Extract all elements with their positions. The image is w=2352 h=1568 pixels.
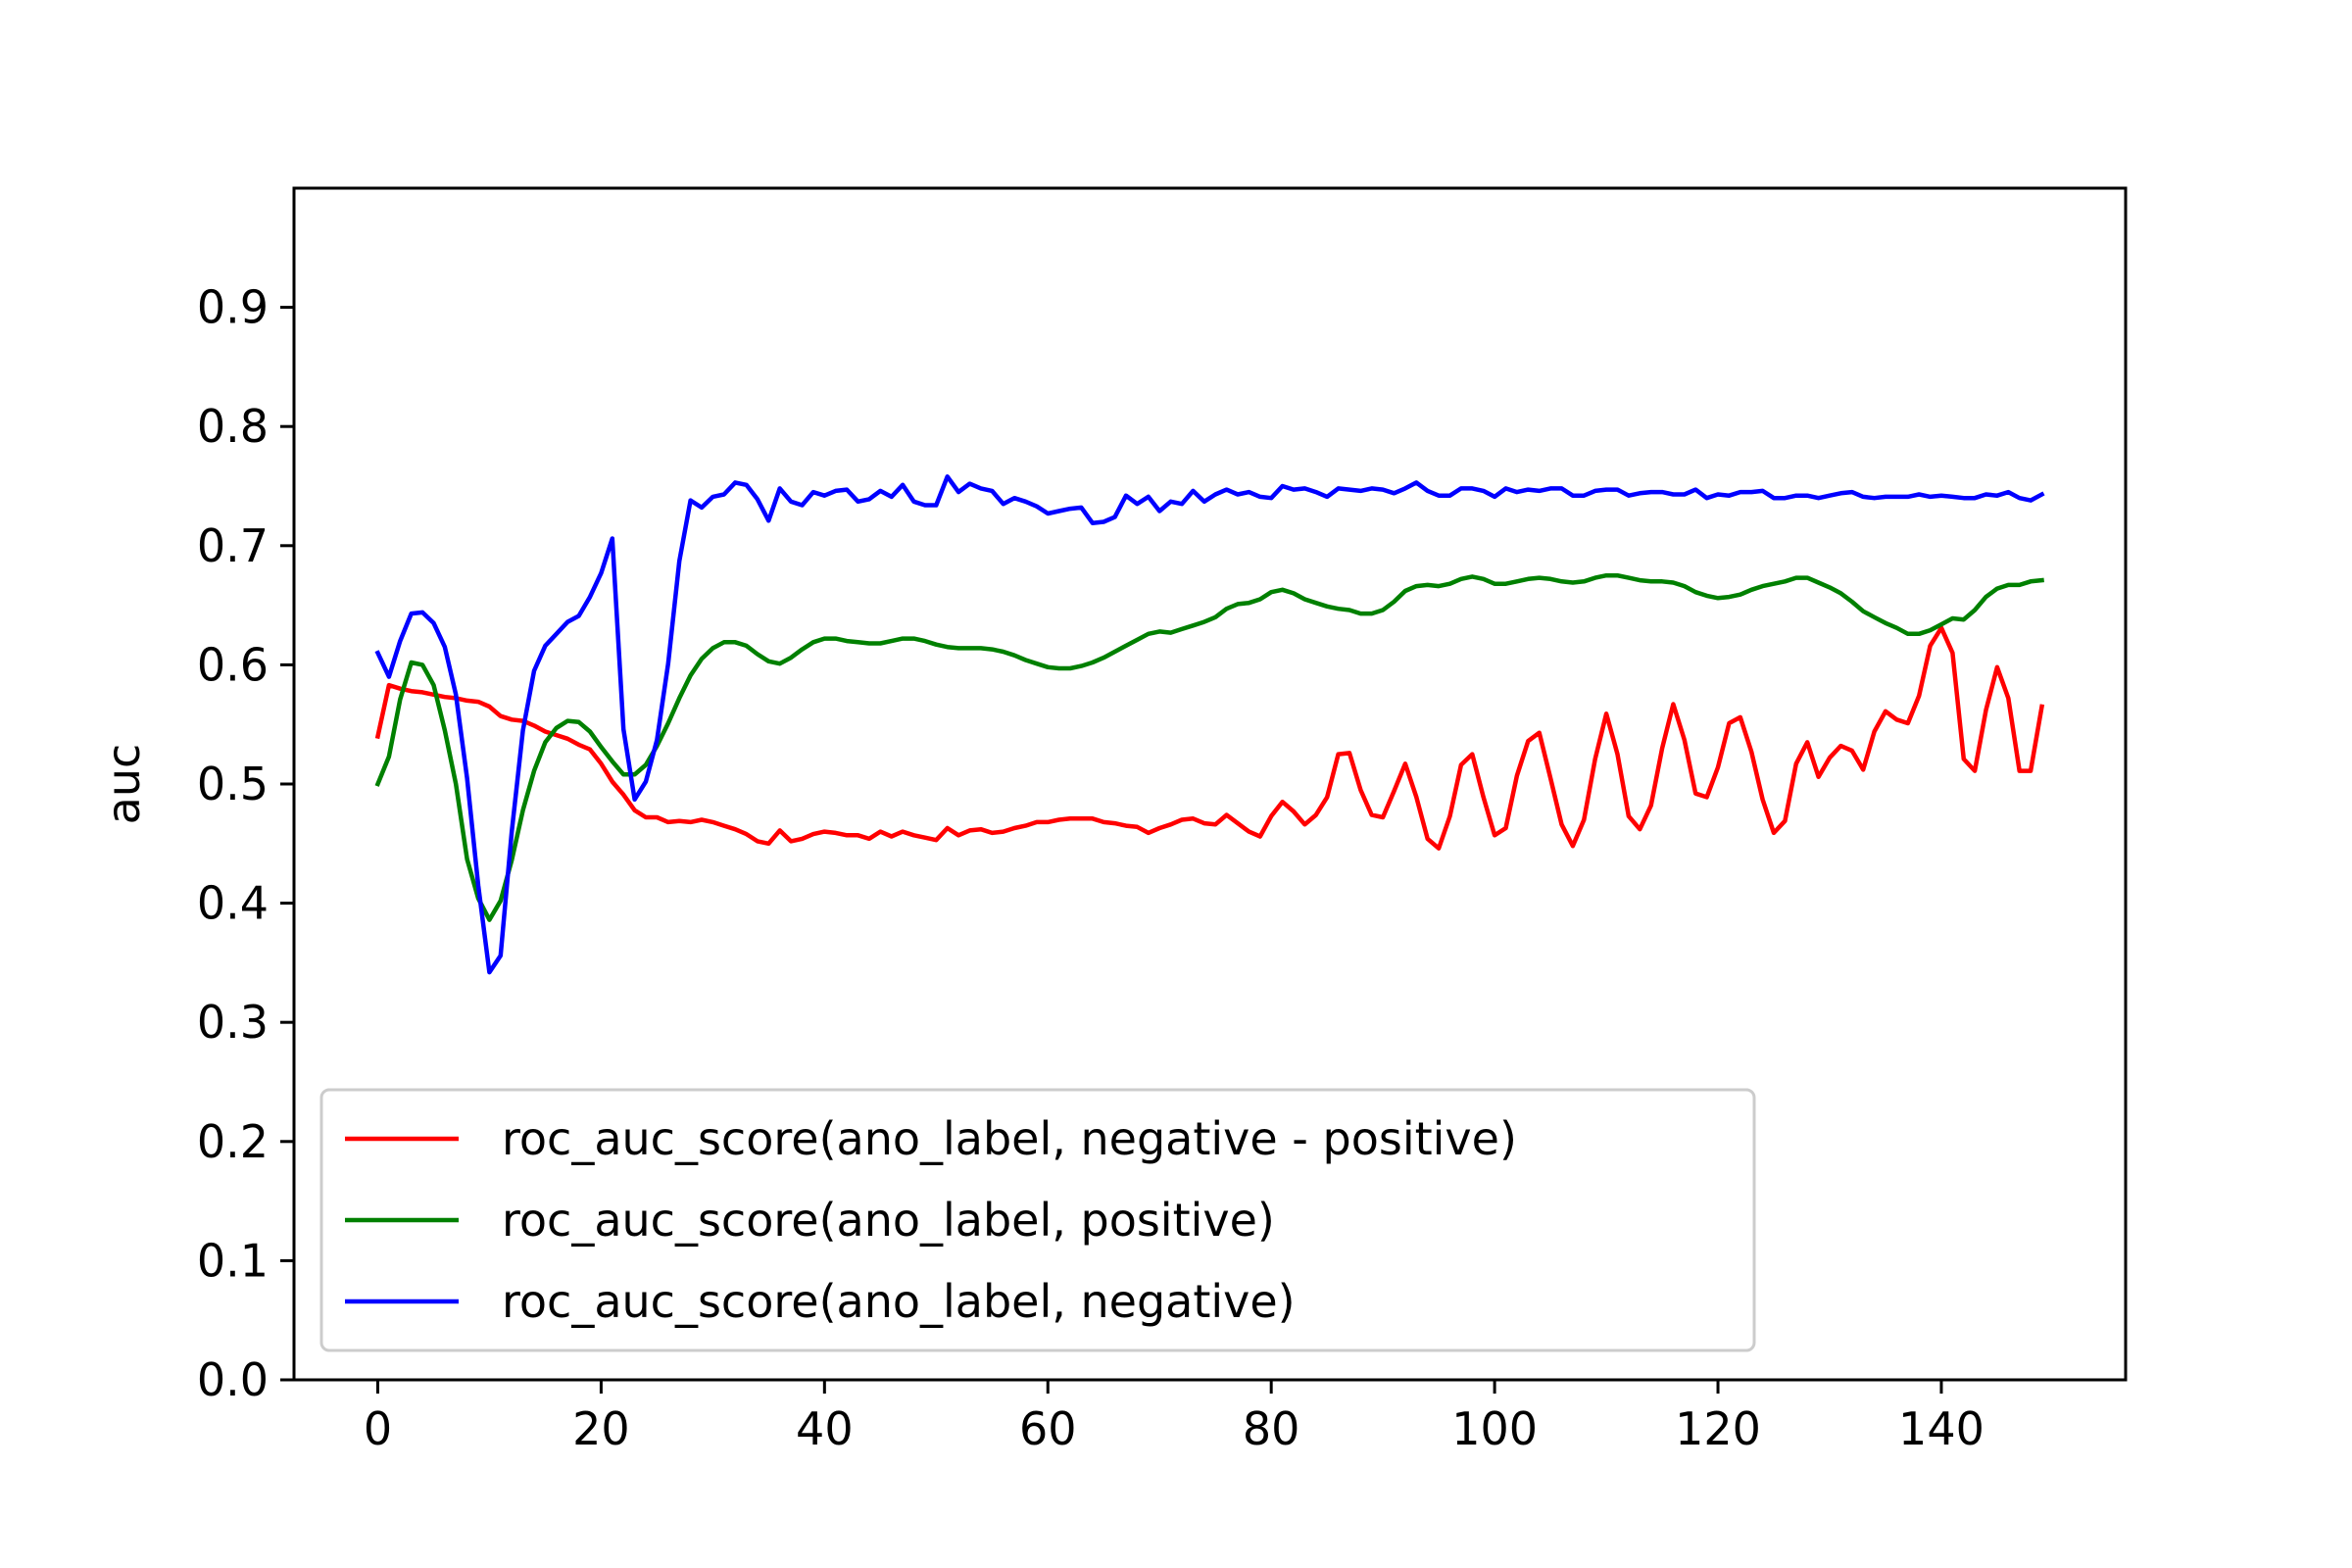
- y-tick-label: 0.8: [197, 400, 269, 453]
- legend: roc_auc_score(ano_label, negative - posi…: [319, 1088, 1756, 1352]
- y-tick-label: 0.7: [197, 519, 269, 572]
- y-tick-label: 0.6: [197, 638, 269, 691]
- legend-label-3: roc_auc_score(ano_label, negative): [502, 1275, 1296, 1328]
- x-tick-label: 60: [1019, 1402, 1077, 1455]
- plot-lines: [374, 474, 2045, 975]
- legend-box: [319, 1088, 1756, 1352]
- y-tick-label: 0.5: [197, 758, 269, 810]
- series-line-1: [374, 625, 2045, 851]
- y-axis-label: auc: [97, 744, 150, 825]
- y-axis: 0.0 0.1 0.2 0.3 0.4 0.5 0.6 0.7 0.8 0.9: [197, 281, 294, 1406]
- series-line-3: [374, 474, 2045, 975]
- x-tick-label: 140: [1898, 1402, 1984, 1455]
- x-axis: 0 20 40 60 80 100 120 140: [364, 1380, 1984, 1455]
- legend-label-2: roc_auc_score(ano_label, positive): [502, 1194, 1275, 1247]
- y-tick-label: 0.4: [197, 877, 269, 930]
- x-tick-label: 80: [1243, 1402, 1300, 1455]
- legend-label-1: roc_auc_score(ano_label, negative - posi…: [502, 1112, 1517, 1165]
- y-tick-label: 0.9: [197, 281, 269, 334]
- y-tick-label: 0.0: [197, 1353, 269, 1406]
- y-tick-label: 0.3: [197, 996, 269, 1049]
- x-tick-label: 100: [1451, 1402, 1538, 1455]
- y-tick-label: 0.2: [197, 1115, 269, 1168]
- x-tick-label: 120: [1675, 1402, 1761, 1455]
- x-tick-label: 40: [796, 1402, 854, 1455]
- x-tick-label: 0: [364, 1402, 392, 1455]
- x-tick-label: 20: [572, 1402, 630, 1455]
- y-tick-label: 0.1: [197, 1234, 269, 1287]
